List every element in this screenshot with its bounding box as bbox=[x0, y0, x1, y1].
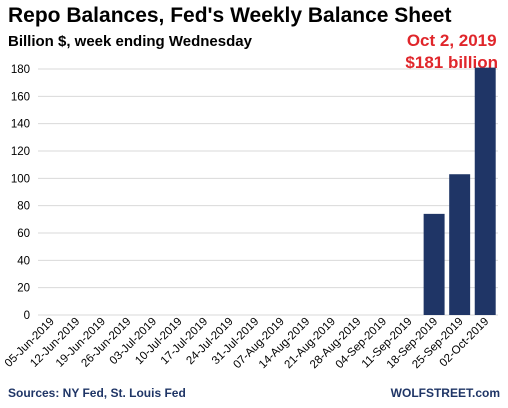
callout-value: $181 billion bbox=[405, 53, 498, 72]
y-tick-label: 120 bbox=[11, 146, 30, 158]
gridlines bbox=[38, 68, 498, 316]
bar-02-Oct-2019 bbox=[474, 67, 496, 315]
y-tick-label: 180 bbox=[11, 64, 30, 76]
y-tick-labels: 0 20 40 60 80 100 120 140 160 180 bbox=[11, 64, 30, 322]
y-tick-label: 80 bbox=[17, 201, 30, 213]
x-tick-labels: 05-Jun-201912-Jun-201919-Jun-201926-Jun-… bbox=[3, 316, 492, 372]
sources-note: Sources: NY Fed, St. Louis Fed bbox=[8, 386, 186, 400]
bar-18-Sep-2019 bbox=[423, 213, 445, 315]
y-tick-label: 60 bbox=[17, 228, 30, 240]
bars bbox=[423, 67, 496, 315]
brand-label: WOLFSTREET.com bbox=[390, 386, 500, 400]
chart-title: Repo Balances, Fed's Weekly Balance Shee… bbox=[8, 4, 452, 27]
y-tick-label: 40 bbox=[17, 255, 30, 267]
y-tick-label: 0 bbox=[24, 310, 30, 322]
chart-subtitle: Billion $, week ending Wednesday bbox=[8, 33, 252, 50]
value-callout: Oct 2, 2019 $181 billion bbox=[405, 30, 498, 74]
bar-25-Sep-2019 bbox=[449, 174, 471, 315]
callout-date: Oct 2, 2019 bbox=[406, 31, 497, 50]
y-tick-label: 160 bbox=[11, 91, 30, 103]
y-tick-label: 140 bbox=[11, 119, 30, 131]
y-tick-label: 100 bbox=[11, 173, 30, 185]
y-tick-label: 20 bbox=[17, 283, 30, 295]
